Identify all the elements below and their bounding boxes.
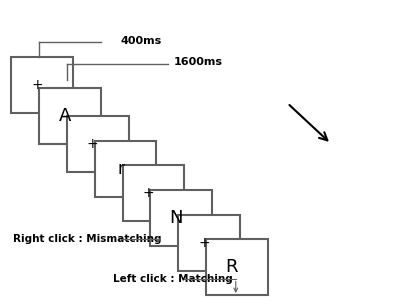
Text: Left click : Matching: Left click : Matching (113, 274, 232, 284)
Text: A: A (59, 107, 71, 125)
FancyBboxPatch shape (122, 165, 184, 221)
FancyBboxPatch shape (95, 141, 156, 197)
FancyBboxPatch shape (178, 215, 240, 271)
FancyBboxPatch shape (206, 239, 268, 295)
Text: 1600ms: 1600ms (174, 57, 223, 67)
Text: +: + (87, 137, 99, 151)
Text: +: + (31, 78, 43, 92)
Text: +: + (198, 236, 210, 250)
Text: +: + (142, 186, 154, 201)
Text: 400ms: 400ms (120, 36, 162, 46)
Text: Right click : Mismatching: Right click : Mismatching (13, 234, 162, 244)
FancyBboxPatch shape (150, 190, 212, 245)
Text: R: R (226, 258, 238, 276)
FancyBboxPatch shape (67, 116, 128, 172)
FancyBboxPatch shape (39, 88, 101, 144)
Text: r: r (117, 160, 124, 178)
Text: N: N (170, 209, 183, 227)
FancyBboxPatch shape (11, 57, 73, 113)
